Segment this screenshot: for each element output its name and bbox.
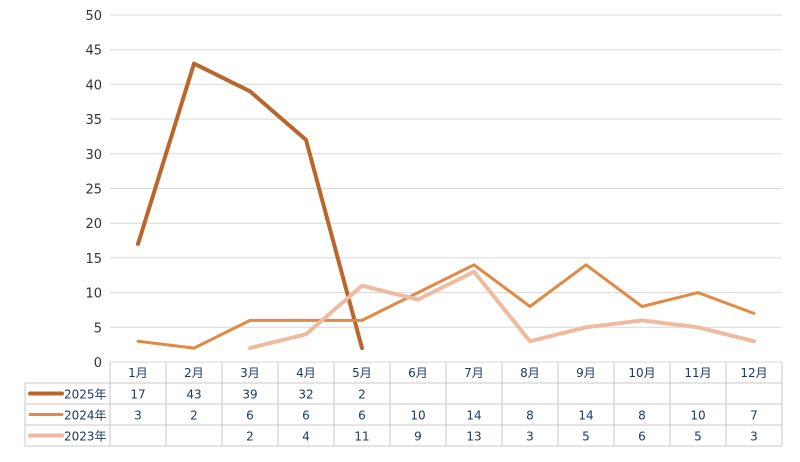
data-label: 14 xyxy=(578,409,593,423)
data-label: 8 xyxy=(526,409,534,423)
x-tick-label: 12月 xyxy=(740,366,767,380)
x-tick-label: 7月 xyxy=(464,366,484,380)
legend-label: 2025年 xyxy=(64,388,107,402)
x-tick-label: 10月 xyxy=(628,366,655,380)
data-label: 10 xyxy=(690,409,705,423)
y-tick-label: 20 xyxy=(85,217,102,232)
data-label: 6 xyxy=(302,409,310,423)
y-tick-label: 45 xyxy=(85,44,102,59)
y-tick-label: 40 xyxy=(85,78,102,93)
y-tick-label: 0 xyxy=(94,356,102,371)
x-tick-label: 5月 xyxy=(352,366,372,380)
series-line-2025年 xyxy=(136,61,364,351)
x-tick-label: 11月 xyxy=(684,366,711,380)
data-label: 5 xyxy=(582,430,590,444)
legend-label: 2023年 xyxy=(64,430,107,444)
data-label: 2 xyxy=(358,388,366,402)
data-label: 4 xyxy=(302,430,310,444)
data-label: 6 xyxy=(638,430,646,444)
data-label: 2 xyxy=(246,430,254,444)
data-label: 6 xyxy=(246,409,254,423)
series-line-2023年 xyxy=(248,269,756,351)
y-tick-label: 50 xyxy=(85,9,102,24)
data-label: 6 xyxy=(358,409,366,423)
x-tick-label: 3月 xyxy=(240,366,260,380)
y-tick-label: 15 xyxy=(85,252,102,267)
y-tick-label: 30 xyxy=(85,148,102,163)
data-label: 17 xyxy=(130,388,145,402)
y-tick-label: 5 xyxy=(94,321,102,336)
x-tick-label: 8月 xyxy=(520,366,540,380)
x-tick-label: 6月 xyxy=(408,366,428,380)
x-tick-label: 4月 xyxy=(296,366,316,380)
data-label: 8 xyxy=(638,409,646,423)
x-tick-label: 9月 xyxy=(576,366,596,380)
y-tick-label: 25 xyxy=(85,183,102,198)
grid xyxy=(110,14,782,363)
data-label: 3 xyxy=(134,409,142,423)
x-tick-label: 1月 xyxy=(128,366,148,380)
data-label: 32 xyxy=(298,388,313,402)
data-label: 39 xyxy=(242,388,257,402)
data-label: 3 xyxy=(750,430,758,444)
series-lines xyxy=(136,61,756,351)
data-label: 10 xyxy=(410,409,425,423)
data-label: 13 xyxy=(466,430,481,444)
data-label: 9 xyxy=(414,430,422,444)
data-label: 43 xyxy=(186,388,201,402)
y-tick-label: 10 xyxy=(85,287,102,302)
series-line-2024年 xyxy=(136,263,756,350)
data-label: 2 xyxy=(190,409,198,423)
x-tick-label: 2月 xyxy=(184,366,204,380)
data-label: 7 xyxy=(750,409,758,423)
data-label: 14 xyxy=(466,409,481,423)
data-label: 11 xyxy=(354,430,369,444)
data-label: 5 xyxy=(694,430,702,444)
y-axis: 0 5 10 15 20 25 30 35 40 45 50 xyxy=(85,9,102,371)
y-tick-label: 35 xyxy=(85,113,102,128)
data-label: 3 xyxy=(526,430,534,444)
legend-label: 2024年 xyxy=(64,409,107,423)
